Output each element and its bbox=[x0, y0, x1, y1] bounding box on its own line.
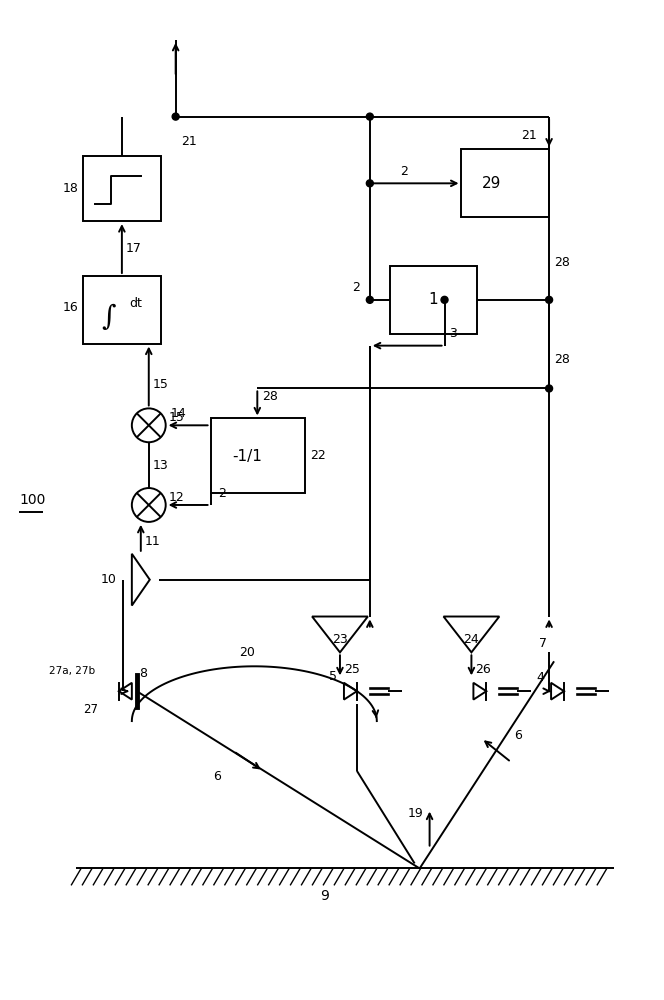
Text: 15: 15 bbox=[169, 411, 185, 424]
Text: -1/1: -1/1 bbox=[232, 449, 262, 464]
Bar bbox=[461, 149, 549, 217]
Text: 9: 9 bbox=[320, 889, 329, 903]
Text: 25: 25 bbox=[344, 663, 360, 676]
Text: 1: 1 bbox=[429, 292, 438, 307]
Circle shape bbox=[441, 296, 448, 303]
Text: 5: 5 bbox=[329, 670, 337, 683]
Text: 27: 27 bbox=[83, 703, 98, 716]
Text: 3: 3 bbox=[450, 327, 457, 340]
Text: 7: 7 bbox=[539, 637, 547, 650]
Text: ∫: ∫ bbox=[101, 304, 116, 331]
Text: 12: 12 bbox=[169, 491, 185, 504]
Text: 16: 16 bbox=[63, 301, 79, 314]
Text: 13: 13 bbox=[153, 459, 169, 472]
Text: 100: 100 bbox=[19, 493, 46, 507]
Text: 2: 2 bbox=[352, 281, 360, 294]
Text: 8: 8 bbox=[139, 667, 147, 680]
Circle shape bbox=[546, 385, 552, 392]
Text: 21: 21 bbox=[181, 135, 197, 148]
Text: 11: 11 bbox=[145, 535, 161, 548]
Text: 19: 19 bbox=[408, 807, 424, 820]
Text: 2: 2 bbox=[218, 487, 226, 500]
Text: 17: 17 bbox=[126, 242, 141, 255]
Circle shape bbox=[546, 296, 552, 303]
Text: 21: 21 bbox=[521, 129, 537, 142]
Circle shape bbox=[172, 113, 179, 120]
Text: 14: 14 bbox=[171, 407, 187, 420]
Text: 6: 6 bbox=[514, 729, 522, 742]
Text: 18: 18 bbox=[63, 182, 79, 195]
Text: dt: dt bbox=[129, 297, 141, 310]
Text: 20: 20 bbox=[240, 646, 255, 659]
Text: 29: 29 bbox=[481, 176, 501, 191]
Bar bbox=[83, 156, 161, 221]
Text: 26: 26 bbox=[475, 663, 491, 676]
Text: 6: 6 bbox=[214, 770, 221, 783]
Text: 27a, 27b: 27a, 27b bbox=[49, 666, 96, 676]
Bar bbox=[210, 418, 305, 493]
Circle shape bbox=[367, 180, 373, 187]
Text: 23: 23 bbox=[332, 633, 348, 646]
Text: 28: 28 bbox=[262, 390, 278, 403]
Bar bbox=[83, 276, 161, 344]
Circle shape bbox=[367, 296, 373, 303]
Text: 10: 10 bbox=[101, 573, 117, 586]
Text: 28: 28 bbox=[554, 353, 570, 366]
Circle shape bbox=[367, 113, 373, 120]
Text: 2: 2 bbox=[400, 165, 408, 178]
Text: 4: 4 bbox=[536, 671, 544, 684]
Text: 15: 15 bbox=[153, 378, 169, 391]
Bar bbox=[390, 266, 477, 334]
Text: 24: 24 bbox=[463, 633, 479, 646]
Text: 28: 28 bbox=[554, 256, 570, 269]
Text: 22: 22 bbox=[310, 449, 326, 462]
